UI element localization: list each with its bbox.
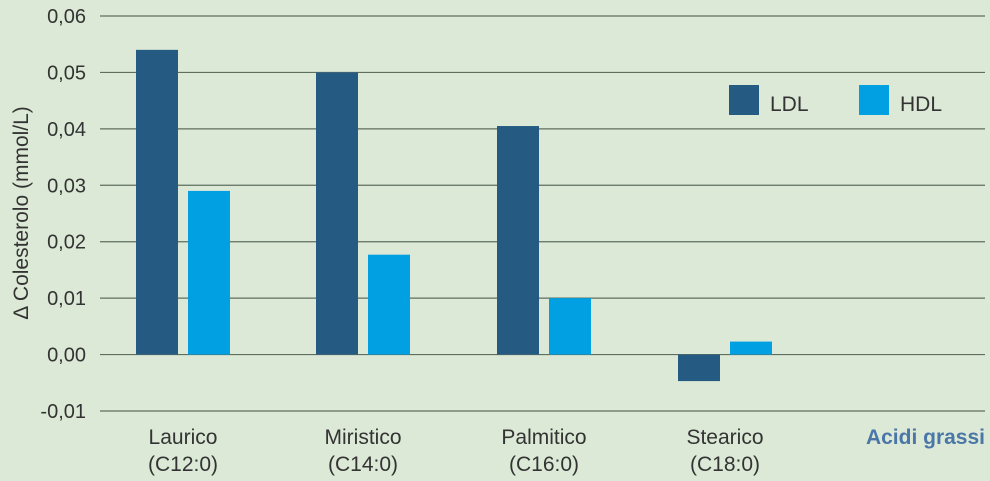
bar-hdl-miristico	[368, 254, 410, 355]
bar-hdl-stearico	[730, 341, 772, 355]
bar-hdl-laurico	[188, 190, 230, 355]
x-tick-sublabel: (C14:0)	[328, 453, 398, 476]
y-tick-label: 0,00	[47, 345, 86, 367]
x-axis-categories: Laurico (C12:0) Miristico (C14:0) Palmitico (…	[148, 426, 764, 476]
x-tick-sublabel: (C18:0)	[690, 453, 760, 476]
x-tick-label: Laurico	[149, 426, 218, 449]
y-tick-label: 0,06	[47, 6, 86, 28]
x-axis-label: Acidi grassi	[866, 426, 985, 449]
y-tick-label: 0,05	[47, 62, 86, 84]
x-tick-label: Stearico	[686, 426, 763, 449]
y-tick-label: 0,02	[47, 232, 86, 254]
bar-ldl-laurico	[136, 49, 178, 355]
y-axis-label: Δ Colesterolo (mmol/L)	[10, 106, 33, 320]
legend-label-hdl: HDL	[900, 93, 942, 116]
x-tick-sublabel: (C12:0)	[148, 453, 218, 476]
y-tick-label: -0,01	[40, 401, 86, 423]
bars	[136, 49, 772, 382]
y-tick-label: 0,01	[47, 288, 86, 310]
grid-lines	[100, 15, 985, 412]
legend-label-ldl: LDL	[770, 93, 809, 116]
legend-swatch-hdl	[859, 85, 889, 115]
x-tick-sublabel: (C16:0)	[509, 453, 579, 476]
x-tick-label: Palmitico	[501, 426, 586, 449]
legend: LDL HDL	[729, 85, 942, 116]
y-axis-ticks: -0,01 0,00 0,01 0,02 0,03 0,04 0,05 0,06	[40, 6, 86, 423]
legend-swatch-ldl	[729, 85, 759, 115]
bar-ldl-stearico	[678, 354, 720, 382]
x-tick-label: Miristico	[325, 426, 402, 449]
y-tick-label: 0,03	[47, 175, 86, 197]
bar-ldl-miristico	[316, 72, 358, 355]
bar-hdl-palmitico	[549, 298, 591, 355]
y-tick-label: 0,04	[47, 119, 86, 141]
bar-ldl-palmitico	[497, 126, 539, 355]
